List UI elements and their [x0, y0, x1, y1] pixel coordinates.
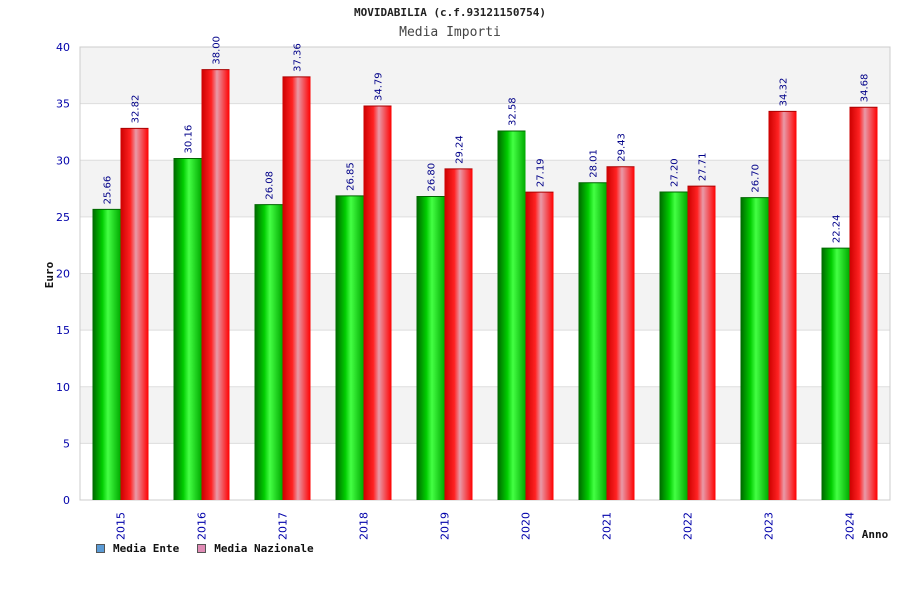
data-label: 34.32	[779, 78, 790, 107]
data-label: 27.71	[698, 153, 709, 182]
bar	[120, 128, 149, 500]
x-tick-label: 2016	[196, 512, 209, 540]
y-tick-label: 35	[56, 98, 70, 111]
y-tick-label: 15	[56, 324, 70, 337]
legend-swatch	[96, 544, 105, 553]
data-label: 26.08	[265, 171, 276, 200]
x-tick-label: 2019	[439, 512, 452, 540]
x-tick-label: 2020	[520, 512, 533, 540]
data-label: 30.16	[184, 125, 195, 154]
bar	[821, 248, 850, 500]
bar	[363, 106, 392, 501]
bar	[254, 204, 283, 501]
bar	[497, 131, 526, 500]
bar	[416, 196, 445, 501]
data-label: 27.20	[670, 158, 681, 187]
legend-label: Media Ente	[113, 542, 180, 555]
bar	[606, 166, 635, 500]
y-tick-label: 5	[63, 437, 70, 450]
plot-frame	[79, 46, 891, 501]
y-tick-label: 30	[56, 154, 70, 167]
bar	[740, 197, 769, 500]
x-tick-label: 2015	[115, 512, 128, 540]
x-tick-label: 2021	[601, 512, 614, 540]
bar	[444, 168, 473, 500]
x-axis-label: Anno	[862, 528, 889, 541]
data-label: 29.43	[617, 133, 628, 162]
chart-legend: Media Ente Media Nazionale	[96, 542, 314, 555]
y-tick-label: 20	[56, 268, 70, 281]
y-tick-label: 40	[56, 41, 70, 54]
data-label: 22.24	[832, 214, 843, 243]
bar	[282, 76, 311, 500]
legend-item-media-ente: Media Ente	[96, 542, 179, 555]
bar	[768, 111, 797, 501]
bar	[849, 107, 878, 501]
data-label: 26.85	[346, 162, 357, 191]
data-label: 26.80	[427, 163, 438, 192]
legend-swatch	[197, 544, 207, 553]
data-label: 25.66	[103, 176, 114, 205]
data-label: 32.58	[508, 97, 519, 126]
bar	[335, 195, 364, 500]
bar	[525, 192, 554, 501]
chart-subtitle: Media Importi	[399, 25, 501, 40]
legend-item-media-nazionale: Media Nazionale	[197, 542, 314, 555]
x-tick-label: 2022	[682, 512, 695, 540]
data-label: 27.19	[536, 158, 547, 187]
bar	[201, 69, 230, 501]
legend-label: Media Nazionale	[214, 542, 314, 555]
y-tick-label: 10	[56, 381, 70, 394]
y-tick-label: 0	[63, 494, 70, 507]
data-label: 34.79	[374, 72, 385, 101]
chart-title: MOVIDABILIA (c.f.93121150754)	[353, 6, 547, 19]
bar	[659, 191, 688, 500]
x-tick-label: 2017	[277, 512, 290, 540]
x-tick-label: 2023	[763, 512, 776, 540]
bar	[173, 158, 202, 501]
data-label: 32.82	[131, 95, 142, 124]
y-tick-label: 25	[56, 211, 70, 224]
data-label: 37.36	[293, 43, 304, 72]
bar	[687, 186, 716, 500]
data-label: 29.24	[455, 135, 466, 164]
y-axis-label: Euro	[43, 261, 56, 288]
bar	[92, 209, 121, 500]
data-label: 26.70	[751, 164, 762, 193]
bar	[578, 182, 607, 500]
data-label: 38.00	[212, 36, 223, 65]
data-label: 28.01	[589, 149, 600, 178]
x-tick-label: 2024	[844, 512, 857, 540]
data-label: 34.68	[860, 74, 871, 103]
x-tick-label: 2018	[358, 512, 371, 540]
